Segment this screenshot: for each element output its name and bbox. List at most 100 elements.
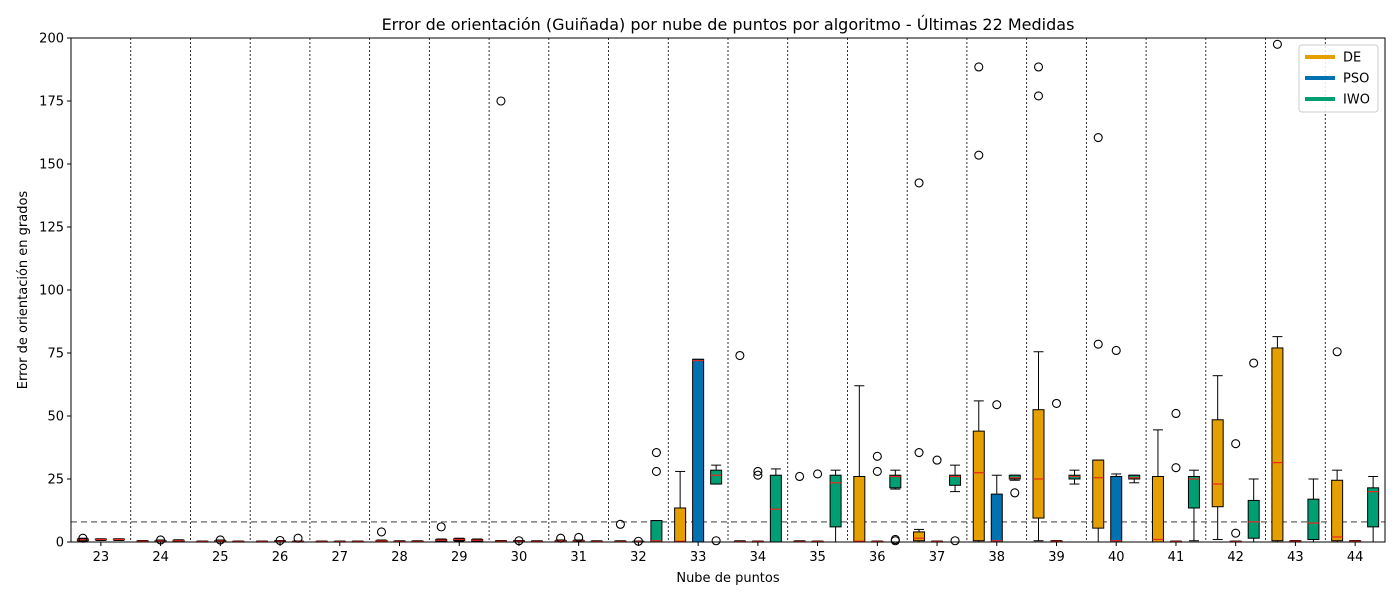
outlier-point <box>1231 439 1241 449</box>
box-body <box>710 469 723 485</box>
box-body <box>1128 474 1141 480</box>
outlier-point <box>1171 463 1181 473</box>
box-body <box>1367 487 1380 528</box>
box-de-30 <box>494 96 507 543</box>
box-iwo-42 <box>1247 358 1260 543</box>
outlier-point <box>1332 347 1342 357</box>
box-body <box>889 474 902 489</box>
y-tick-label: 100 <box>39 284 64 299</box>
box-pso-35 <box>811 469 824 543</box>
outlier-point <box>1249 358 1259 368</box>
box-de-34 <box>733 350 746 543</box>
outlier-point <box>651 466 661 476</box>
box-iwo-40 <box>1128 474 1141 484</box>
box-pso-39 <box>1050 398 1063 543</box>
outlier-point <box>735 350 745 361</box>
x-tick-label: 39 <box>1048 550 1065 565</box>
outlier-point <box>1033 62 1044 72</box>
x-tick-label: 44 <box>1347 550 1364 565</box>
y-tick-label: 125 <box>39 221 64 236</box>
box-body <box>1110 475 1123 543</box>
outlier-point <box>914 178 924 188</box>
box-de-42 <box>1211 375 1224 540</box>
outlier-point <box>651 447 661 458</box>
chart-title: Error de orientación (Guiñada) por nube … <box>382 15 1075 34</box>
box-body <box>1092 459 1105 529</box>
outlier-point <box>872 466 882 476</box>
box-iwo-23 <box>112 538 125 541</box>
x-tick-label: 23 <box>93 550 110 565</box>
x-tick-label: 41 <box>1168 550 1185 565</box>
box-pso-23 <box>94 538 107 541</box>
box-body <box>949 474 962 486</box>
box-de-38 <box>972 62 985 543</box>
x-tick-label: 40 <box>1108 550 1125 565</box>
box-iwo-26 <box>292 533 305 543</box>
outlier-point <box>992 400 1002 410</box>
x-tick-label: 43 <box>1287 550 1304 565</box>
outlier-point <box>753 470 763 480</box>
outlier-point <box>914 447 924 458</box>
box-de-23 <box>76 533 89 543</box>
box-iwo-29 <box>471 538 484 542</box>
legend-label-iwo: IWO <box>1343 93 1370 108</box>
outlier-point <box>1033 91 1044 101</box>
y-tick-label: 75 <box>47 347 64 362</box>
x-tick-label: 30 <box>511 550 528 565</box>
box-body <box>1331 479 1344 542</box>
box-body <box>1271 347 1284 542</box>
y-tick-label: 0 <box>56 536 64 551</box>
x-tick-label: 31 <box>570 550 587 565</box>
box-iwo-34 <box>769 468 782 543</box>
box-body <box>913 531 926 542</box>
box-iwo-44 <box>1367 475 1380 543</box>
box-body <box>1307 498 1320 540</box>
box-pso-40 <box>1110 345 1123 543</box>
outlier-point <box>1093 132 1103 143</box>
y-tick-label: 200 <box>39 32 64 47</box>
outlier-point <box>1093 339 1103 349</box>
box-pso-37 <box>931 455 944 543</box>
outlier-point <box>974 150 984 160</box>
x-tick-label: 34 <box>750 550 767 565</box>
outlier-point <box>1171 408 1181 419</box>
box-de-39 <box>1032 62 1045 542</box>
legend: DE PSO IWO <box>1298 44 1379 113</box>
outlier-point <box>1272 39 1282 49</box>
box-body <box>692 358 705 543</box>
box-pso-38 <box>990 400 1003 543</box>
outlier-point <box>574 532 584 543</box>
outlier-point <box>1111 345 1121 356</box>
box-de-37 <box>913 178 926 543</box>
x-tick-label: 24 <box>152 550 169 565</box>
box-iwo-35 <box>829 469 842 543</box>
box-iwo-39 <box>1068 469 1081 485</box>
box-de-44 <box>1331 347 1344 543</box>
outlier-point <box>376 527 387 537</box>
outlier-point <box>813 469 823 479</box>
x-tick-label: 38 <box>988 550 1005 565</box>
x-tick-label: 32 <box>630 550 647 565</box>
x-tick-label: 29 <box>451 550 468 565</box>
box-pso-33 <box>692 358 705 543</box>
box-de-43 <box>1271 39 1284 543</box>
box-de-29 <box>435 522 448 542</box>
plot-area: 0 25 50 75 100 125 150 175 200 23 24 25 26 27 28 29 30 31… <box>39 32 1386 565</box>
x-tick-label: 25 <box>212 550 229 565</box>
y-tick-label: 150 <box>39 158 64 173</box>
box-body <box>674 507 687 543</box>
outlier-point <box>436 522 446 532</box>
x-axis-label: Nube de puntos <box>676 571 780 586</box>
box-de-40 <box>1092 132 1105 543</box>
box-body <box>1187 475 1200 509</box>
legend-box <box>1298 44 1379 113</box>
outlier-point <box>1010 488 1020 498</box>
box-iwo-38 <box>1008 474 1021 498</box>
box-de-35 <box>793 471 806 543</box>
outlier-point <box>753 466 763 476</box>
box-body <box>769 474 782 543</box>
box-de-36 <box>853 385 866 543</box>
box-body <box>972 430 985 542</box>
y-tick-label: 25 <box>47 473 64 488</box>
